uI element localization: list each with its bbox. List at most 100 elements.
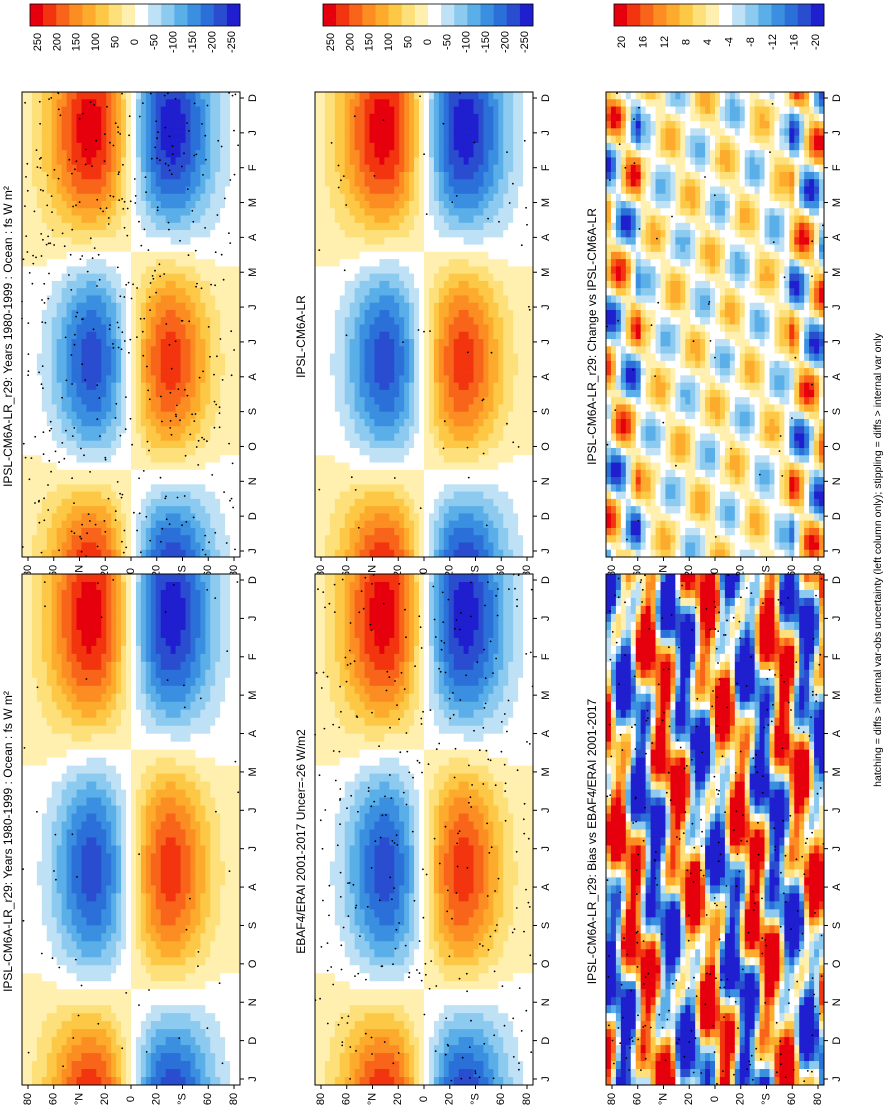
heatmap-cell: [37, 718, 42, 726]
heatmap-cell: [101, 598, 106, 606]
heatmap-cell: [96, 742, 101, 750]
heatmap-cell: [171, 426, 176, 434]
heatmap-cell: [121, 814, 126, 822]
stipple-dot: [89, 471, 91, 473]
heatmap-cell: [77, 383, 82, 391]
stipple-dot: [150, 282, 152, 284]
heatmap-cell: [47, 1045, 52, 1053]
heatmap-cell: [210, 107, 215, 115]
stipple-dot: [104, 520, 106, 522]
heatmap-cell: [111, 662, 116, 670]
heatmap-cell: [121, 742, 126, 750]
heatmap-cell: [106, 726, 111, 734]
heatmap-cell: [62, 107, 67, 115]
heatmap-cell: [32, 542, 37, 550]
heatmap-cell: [146, 128, 151, 136]
heatmap-cell: [225, 281, 230, 289]
heatmap-cell: [81, 114, 86, 122]
heatmap-cell: [106, 614, 111, 622]
heatmap-cell: [32, 702, 37, 710]
heatmap-cell: [215, 303, 220, 311]
heatmap-cell: [91, 1069, 96, 1077]
heatmap-cell: [141, 941, 146, 949]
heatmap-cell: [57, 822, 62, 830]
heatmap-cell: [96, 981, 101, 989]
heatmap-cell: [151, 1045, 156, 1053]
heatmap-cell: [67, 208, 72, 216]
heatmap-cell: [161, 288, 166, 296]
heatmap-cell: [200, 477, 205, 485]
stipple-dot: [27, 251, 29, 253]
heatmap-cell: [131, 288, 136, 296]
heatmap-cell: [52, 325, 57, 333]
heatmap-cell: [131, 470, 136, 478]
heatmap-cell: [141, 404, 146, 412]
heatmap-cell: [116, 686, 121, 694]
heatmap-cell: [161, 426, 166, 434]
heatmap-cell: [151, 506, 156, 514]
heatmap-cell: [67, 1053, 72, 1061]
heatmap-cell: [32, 670, 37, 678]
heatmap-cell: [200, 354, 205, 362]
heatmap-cell: [121, 877, 126, 885]
heatmap-cell: [200, 528, 205, 536]
heatmap-cell: [106, 477, 111, 485]
stipple-dot: [106, 106, 108, 108]
stipple-dot: [104, 160, 106, 162]
heatmap-cell: [42, 506, 47, 514]
heatmap-cell: [136, 165, 141, 173]
heatmap-cell: [81, 470, 86, 478]
stipple-dot: [169, 344, 171, 346]
stipple-dot: [106, 207, 108, 209]
heatmap-cell: [62, 1077, 67, 1085]
heatmap-cell: [156, 317, 161, 325]
heatmap-cell: [200, 375, 205, 383]
heatmap-cell: [131, 383, 136, 391]
heatmap-cell: [86, 1061, 91, 1069]
heatmap-cell: [101, 830, 106, 838]
heatmap-cell: [22, 574, 27, 582]
stipple-dot: [159, 275, 161, 277]
heatmap-cell: [91, 107, 96, 115]
heatmap-cell: [225, 477, 230, 485]
heatmap-cell: [181, 99, 186, 107]
heatmap-cell: [67, 1021, 72, 1029]
heatmap-cell: [42, 646, 47, 654]
heatmap-cell: [91, 941, 96, 949]
heatmap-cell: [42, 499, 47, 507]
heatmap-cell: [215, 463, 220, 471]
heatmap-cell: [101, 121, 106, 129]
heatmap-cell: [190, 165, 195, 173]
heatmap-cell: [42, 252, 47, 260]
heatmap-cell: [215, 375, 220, 383]
heatmap-cell: [86, 909, 91, 917]
heatmap-cell: [42, 909, 47, 917]
heatmap-cell: [126, 981, 131, 989]
heatmap-cell: [141, 237, 146, 245]
heatmap-cell: [57, 726, 62, 734]
heatmap-cell: [151, 375, 156, 383]
stipple-dot: [121, 348, 123, 350]
heatmap-cell: [190, 303, 195, 311]
heatmap-cell: [136, 909, 141, 917]
heatmap-cell: [42, 766, 47, 774]
heatmap-cell: [86, 252, 91, 260]
heatmap-cell: [190, 107, 195, 115]
heatmap-cell: [72, 136, 77, 144]
heatmap-cell: [111, 989, 116, 997]
heatmap-cell: [86, 354, 91, 362]
heatmap-cell: [166, 339, 171, 347]
heatmap-cell: [151, 412, 156, 420]
heatmap-cell: [22, 973, 27, 981]
heatmap-cell: [121, 1029, 126, 1037]
heatmap-cell: [32, 412, 37, 420]
heatmap-cell: [67, 179, 72, 187]
stipple-dot: [81, 363, 83, 365]
heatmap-cell: [57, 317, 62, 325]
heatmap-cell: [111, 774, 116, 782]
heatmap-cell: [86, 499, 91, 507]
heatmap-cell: [126, 1061, 131, 1069]
heatmap-cell: [81, 774, 86, 782]
heatmap-cell: [22, 877, 27, 885]
heatmap-cell: [131, 208, 136, 216]
